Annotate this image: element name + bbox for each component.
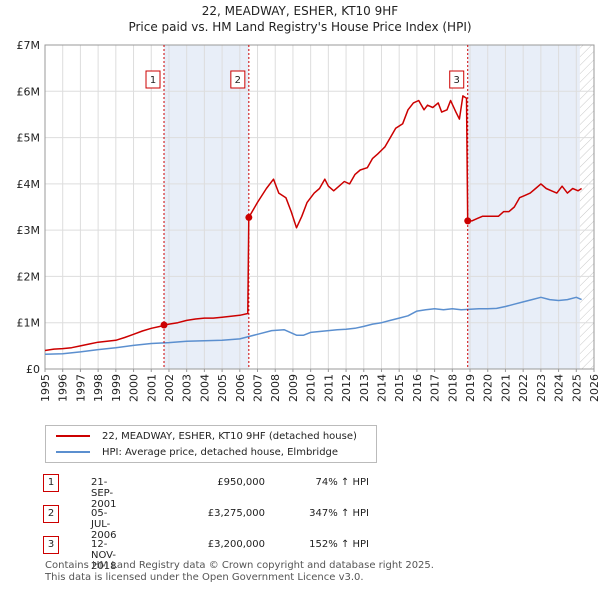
sale-label: 3 [454, 75, 460, 86]
footer-licence: This data is licensed under the Open Gov… [45, 572, 364, 583]
x-tick-label: 2021 [499, 374, 512, 402]
sale-hpi-change: 152% ↑ HPI [309, 539, 369, 550]
x-tick-label: 2008 [269, 374, 282, 402]
x-tick-label: 2010 [305, 374, 318, 402]
x-tick-label: 2020 [482, 374, 495, 402]
sale-price: £3,200,000 [207, 539, 265, 550]
x-tick-label: 2000 [128, 374, 141, 402]
legend-property-label: 22, MEADWAY, ESHER, KT10 9HF (detached h… [102, 430, 357, 442]
y-tick-label: £4M [17, 178, 41, 191]
sale-point [245, 213, 253, 221]
x-tick-label: 1997 [74, 374, 87, 402]
y-tick-label: £5M [17, 132, 41, 145]
x-tick-label: 2023 [535, 374, 548, 402]
x-tick-label: 2007 [252, 374, 265, 402]
x-tick-label: 2009 [287, 374, 300, 402]
sale-label: 2 [235, 75, 241, 86]
sale-hpi-change: 74% ↑ HPI [315, 477, 369, 488]
sale-number-badge: 2 [43, 505, 59, 523]
x-tick-label: 2022 [517, 374, 530, 402]
x-tick-label: 2004 [198, 374, 211, 402]
x-tick-label: 2013 [358, 374, 371, 402]
x-tick-label: 2012 [340, 374, 353, 402]
sale-number-badge: 1 [43, 474, 59, 492]
sale-number-badge: 3 [43, 536, 59, 554]
x-tick-label: 2018 [446, 374, 459, 402]
chart-subtitle: Price paid vs. HM Land Registry's House … [128, 20, 472, 34]
x-tick-label: 2026 [588, 374, 600, 402]
y-tick-label: £3M [17, 224, 41, 237]
y-tick-label: £7M [17, 39, 41, 52]
sale-label-box [230, 70, 246, 89]
x-tick-label: 2006 [234, 374, 247, 402]
x-tick-label: 2025 [570, 374, 583, 402]
plot-frame [44, 44, 595, 370]
x-tick-label: 2002 [163, 374, 176, 402]
shaded-period [467, 45, 580, 369]
legend-property-swatch [56, 435, 90, 437]
y-tick-label: £0 [26, 363, 40, 376]
footer: Contains HM Land Registry data © Crown c… [45, 560, 434, 584]
x-tick-label: 1999 [110, 374, 123, 402]
x-tick-label: 2024 [553, 374, 566, 402]
x-tick-label: 2017 [429, 374, 442, 402]
x-tick-label: 2005 [216, 374, 229, 402]
price-chart: £0 £1M £2M £3M £4M £5M £6M £7M 1995 1996 1997 1998 1… [17, 39, 600, 402]
hatched-region [579, 45, 594, 369]
legend: 22, MEADWAY, ESHER, KT10 9HF (detached h… [45, 425, 377, 463]
x-tick-label: 2001 [145, 374, 158, 402]
sale-label-box [145, 70, 161, 89]
shaded-period [164, 45, 249, 369]
legend-hpi-label: HPI: Average price, detached house, Elmb… [102, 446, 339, 458]
sale-label-box [449, 70, 465, 89]
x-tick-label: 2003 [181, 374, 194, 402]
sale-date: 12-NOV-2018 [91, 539, 117, 572]
x-tick-label: 2015 [393, 374, 406, 402]
legend-hpi: HPI: Average price, detached house, Elmb… [56, 445, 338, 459]
legend-hpi-swatch [56, 451, 90, 453]
sale-date: 21-SEP-2001 [91, 477, 117, 510]
sale-price: £950,000 [217, 477, 265, 488]
sale-date: 05-JUL-2006 [91, 508, 117, 541]
sale-point [464, 217, 472, 225]
hpi-line [44, 296, 582, 355]
x-tick-label: 1996 [57, 374, 70, 402]
x-tick-label: 2014 [375, 374, 388, 402]
x-tick-label: 2019 [464, 374, 477, 402]
y-tick-label: £6M [17, 85, 41, 98]
x-tick-label: 2011 [322, 374, 335, 402]
footer-copyright: Contains HM Land Registry data © Crown c… [45, 560, 434, 571]
sale-hpi-change: 347% ↑ HPI [309, 508, 369, 519]
y-tick-label: £1M [17, 317, 41, 330]
chart-title: 22, MEADWAY, ESHER, KT10 9HF [201, 4, 399, 18]
sale-price: £3,275,000 [207, 508, 265, 519]
x-tick-label: 1995 [39, 374, 52, 402]
legend-property: 22, MEADWAY, ESHER, KT10 9HF (detached h… [56, 429, 357, 443]
sale-point [160, 321, 168, 329]
x-tick-label: 2016 [411, 374, 424, 402]
x-tick-label: 1998 [92, 374, 105, 402]
y-tick-label: £2M [17, 270, 41, 283]
sale-label: 1 [150, 75, 156, 86]
